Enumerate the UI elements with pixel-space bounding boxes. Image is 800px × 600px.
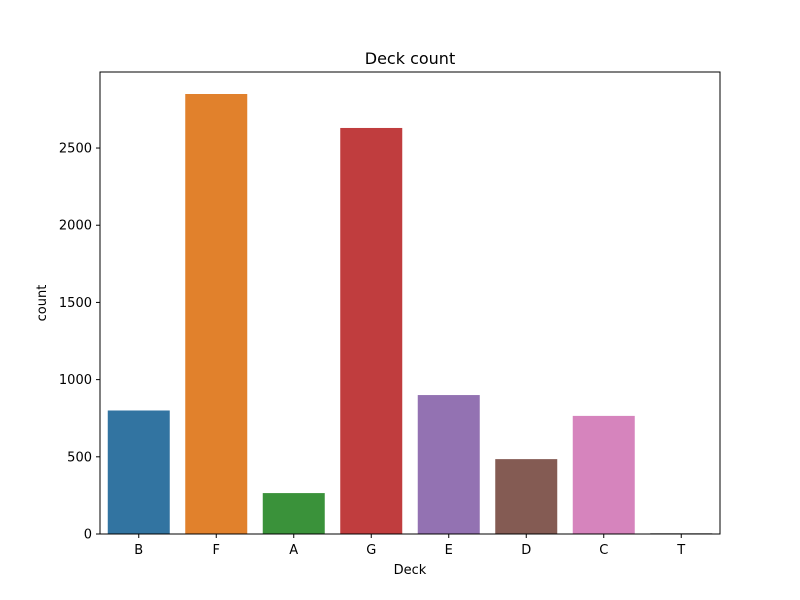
x-tick-label: A <box>289 543 298 558</box>
plot-frame <box>99 71 721 535</box>
y-tick-label: 2000 <box>59 219 92 234</box>
bar-d <box>495 459 558 534</box>
bar-g <box>340 127 403 535</box>
x-tick-label: D <box>521 543 531 558</box>
bar-a <box>262 493 325 534</box>
x-tick-label: F <box>213 543 220 558</box>
x-tick-label: E <box>445 543 453 558</box>
y-tick-label: 2500 <box>59 142 92 157</box>
y-axis-label: count <box>35 285 50 322</box>
y-tick-label: 1000 <box>59 373 92 388</box>
y-tick-label: 1500 <box>59 296 92 311</box>
bar-c <box>572 415 635 534</box>
chart-title: Deck count <box>365 49 455 68</box>
y-tick-label: 500 <box>67 450 92 465</box>
y-tick-label: 0 <box>84 528 92 543</box>
bar-f <box>185 94 248 534</box>
x-tick-label: B <box>134 543 143 558</box>
x-tick-label: C <box>599 543 608 558</box>
bar-e <box>417 395 480 534</box>
y-axis-ticks: 0 500 1000 1500 2000 2500 <box>59 142 100 543</box>
x-tick-label: T <box>676 543 685 558</box>
x-axis-label: Deck <box>394 563 427 578</box>
x-tick-label: G <box>366 543 376 558</box>
bar-b <box>107 410 170 534</box>
bars-group <box>107 94 713 535</box>
